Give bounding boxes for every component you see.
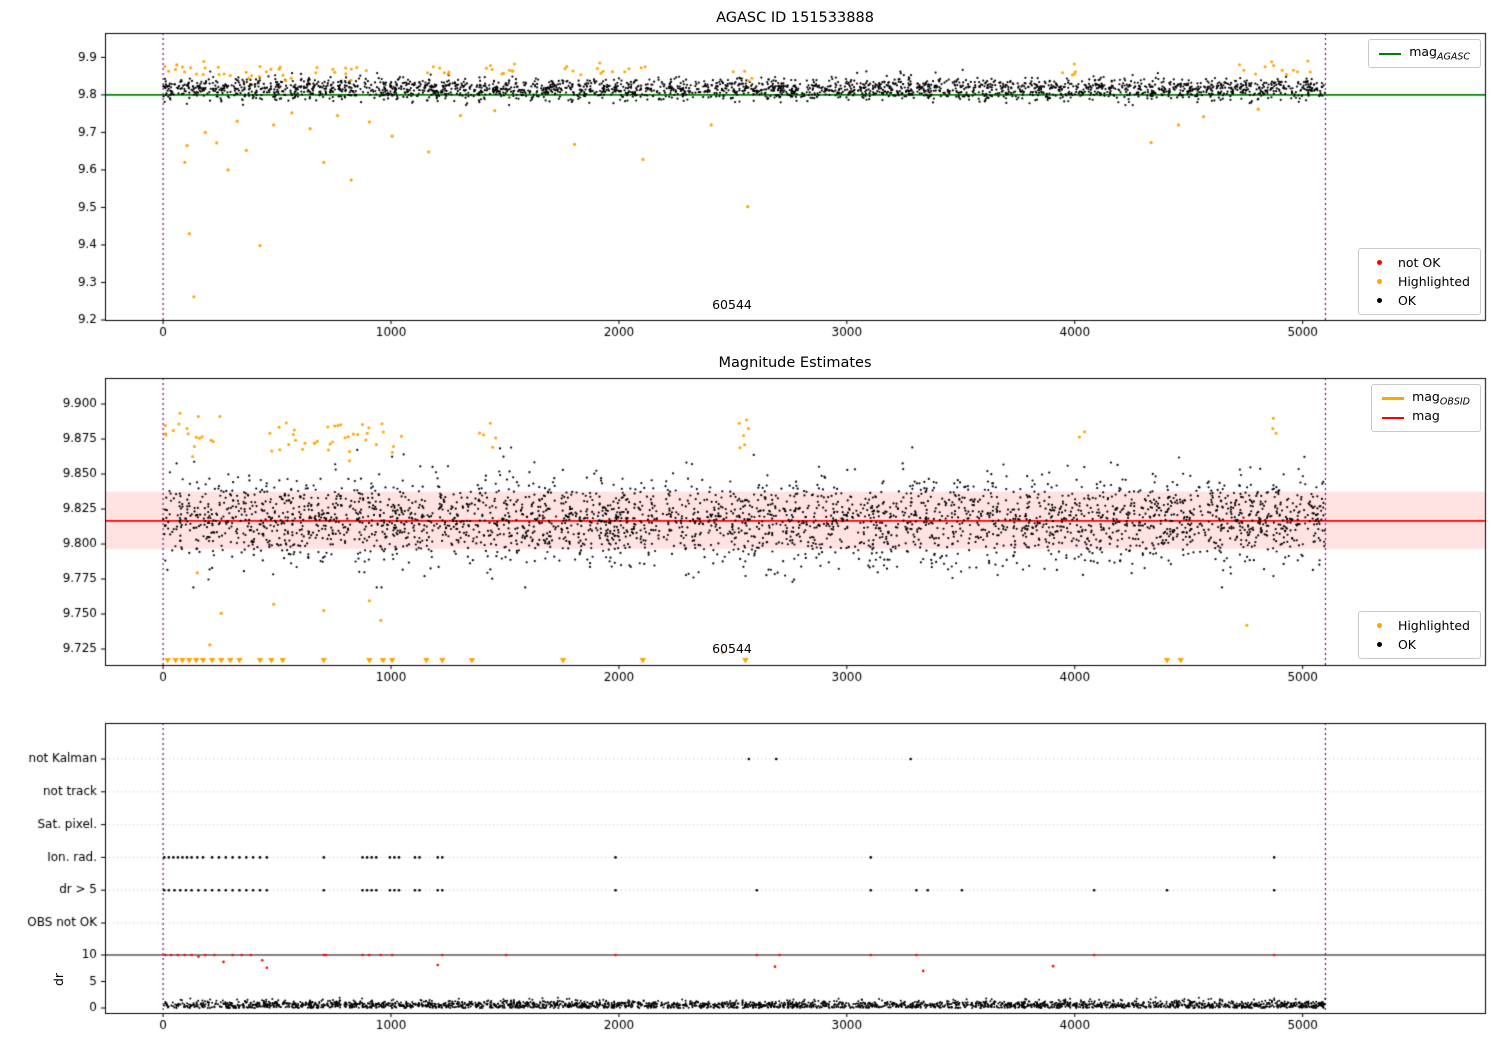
legend-label: OK: [1397, 637, 1416, 652]
legend-item-highlighted: Highlighted: [1369, 616, 1470, 635]
orange-dot-marker-icon: [1376, 279, 1382, 284]
legend-label: magAGASC: [1409, 44, 1470, 63]
legend-item-highlighted: Highlighted: [1369, 272, 1470, 291]
dr-axis-label: dr: [51, 972, 67, 987]
legend-label: Highlighted: [1397, 618, 1470, 633]
legend-label: not OK: [1397, 255, 1441, 270]
legend-status-plot1: not OK Highlighted OK: [1357, 248, 1481, 315]
legend-item-mag-agasc: magAGASC: [1379, 44, 1470, 63]
legend-item-mag: mag: [1382, 408, 1470, 427]
black-dot-marker-icon: [1376, 642, 1382, 647]
legend-mag-agasc: magAGASC: [1368, 39, 1481, 68]
legend-item-not-ok: not OK: [1369, 253, 1470, 272]
black-dot-marker-icon: [1376, 298, 1382, 303]
legend-item-mag-obsid: magOBSID: [1382, 389, 1470, 408]
legend-label: magOBSID: [1412, 389, 1470, 408]
legend-status-plot2: Highlighted OK: [1357, 611, 1481, 659]
plot2-title: Magnitude Estimates: [718, 355, 872, 371]
orange-line-marker-icon: [1382, 397, 1405, 400]
green-line-marker-icon: [1379, 52, 1402, 55]
legend-mag-obsid: magOBSID mag: [1371, 384, 1481, 432]
obsid-annotation-plot2: 60544: [712, 641, 752, 656]
legend-item-ok: OK: [1369, 291, 1470, 310]
plot1-title: AGASC ID 151533888: [716, 10, 874, 26]
legend-label: mag: [1412, 408, 1440, 424]
legend-item-ok: OK: [1369, 635, 1470, 654]
legend-label: OK: [1397, 293, 1416, 308]
orange-dot-marker-icon: [1376, 623, 1382, 628]
obsid-annotation-plot1: 60544: [712, 297, 752, 312]
red-dot-marker-icon: [1376, 260, 1382, 265]
legend-label: Highlighted: [1397, 274, 1470, 289]
red-line-marker-icon: [1382, 416, 1405, 419]
